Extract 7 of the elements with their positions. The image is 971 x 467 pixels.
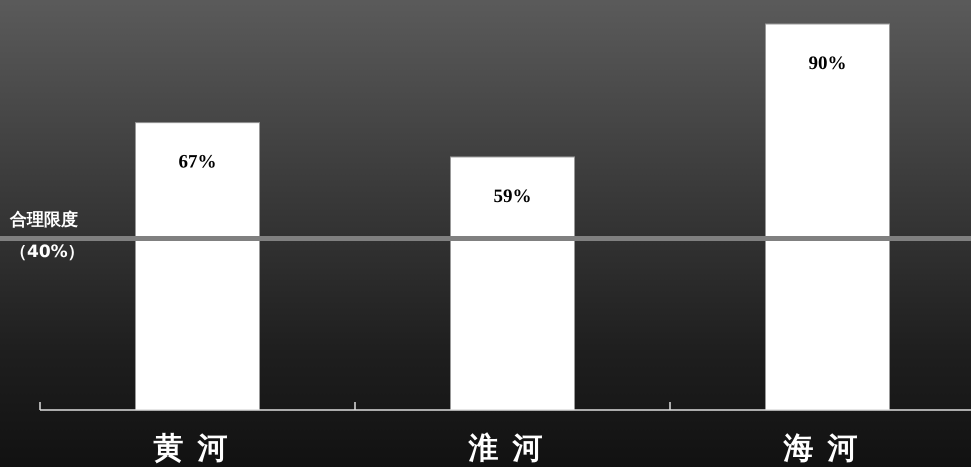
data-label: 59% — [494, 186, 532, 207]
ref-line-label: 合理限度（40%） — [10, 209, 86, 264]
x-tick-label: 黄河 — [154, 431, 242, 466]
data-label: 90% — [808, 53, 846, 74]
x-tick-label: 淮河 — [468, 431, 556, 466]
x-tick-label: 海河 — [782, 431, 872, 466]
data-label: 67% — [178, 152, 216, 173]
